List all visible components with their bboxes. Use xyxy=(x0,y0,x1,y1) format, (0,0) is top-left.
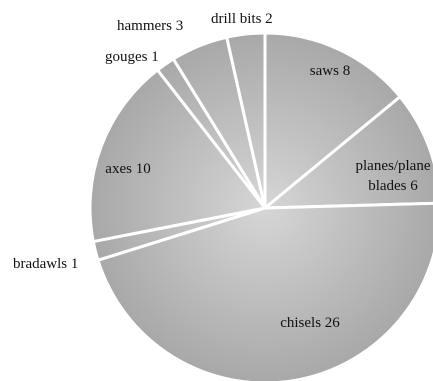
pie-slice-drill-bits xyxy=(225,31,267,210)
pie-label-bradawls: bradawls 1 xyxy=(13,256,78,272)
pie-label-saws: saws 8 xyxy=(310,63,350,79)
pie-slice-axes xyxy=(88,68,267,244)
pie-label-planes-plane-blades: planes/plane blades 6 xyxy=(356,158,431,194)
pie-label-chisels: chisels 26 xyxy=(280,315,340,331)
pie-label-axes: axes 10 xyxy=(105,161,150,177)
pie-labels: saws 8 planes/plane blades 6 chisels 26 brad… xyxy=(13,11,431,331)
pie-label-gouges: gouges 1 xyxy=(105,49,159,65)
pie-slices xyxy=(88,31,433,381)
pie-label-hammers: hammers 3 xyxy=(117,18,183,34)
pie-slice-planes-plane-blades xyxy=(263,95,433,210)
pie-slice-saws xyxy=(263,31,402,210)
pie-label-drill-bits: drill bits 2 xyxy=(211,11,273,27)
